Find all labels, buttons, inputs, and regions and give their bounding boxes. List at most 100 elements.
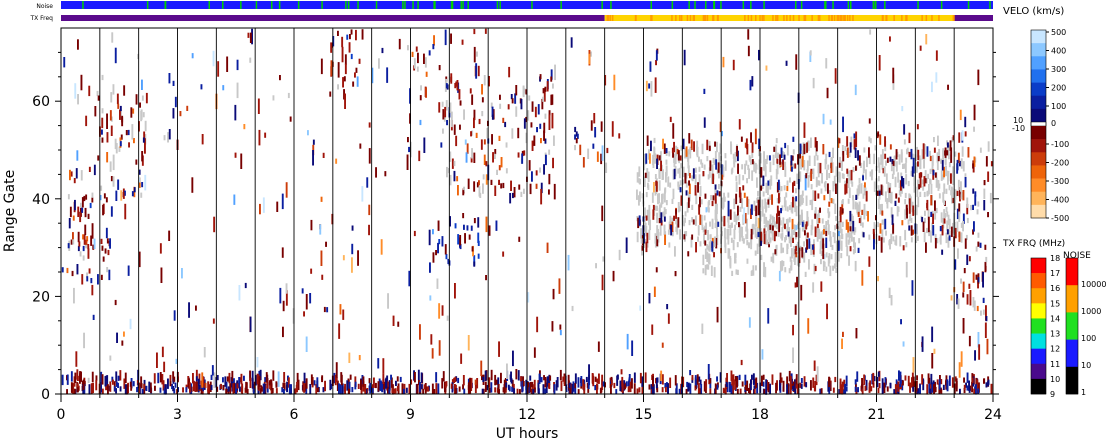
scatter-cell	[765, 206, 768, 212]
scatter-cell	[746, 218, 748, 230]
scatter-cell	[687, 251, 690, 257]
scatter-cell	[136, 380, 139, 386]
scatter-cell	[664, 383, 667, 389]
scatter-cell	[648, 149, 650, 160]
scatter-cell	[947, 146, 950, 157]
scatter-cell	[783, 185, 786, 191]
scatter-cell	[428, 50, 431, 56]
scatter-cell	[751, 76, 754, 87]
scatter-cell	[761, 349, 764, 360]
scatter-cell	[441, 378, 444, 389]
scatter-cell	[761, 206, 764, 217]
scatter-cell	[985, 305, 987, 321]
scatter-cell	[159, 243, 162, 254]
scatter-cell	[842, 173, 845, 179]
scatter-cell	[671, 221, 674, 232]
scatter-cell	[715, 238, 718, 249]
scatter-cell	[832, 387, 835, 393]
scatter-cell	[923, 176, 926, 187]
scatter-cell	[776, 213, 778, 224]
scatter-cell	[873, 232, 875, 243]
scatter-cell	[974, 350, 976, 361]
scatter-cell	[888, 191, 890, 203]
scatter-cell	[863, 185, 866, 196]
scatter-cell	[757, 217, 760, 229]
scatter-cell	[222, 377, 224, 383]
scatter-cell	[383, 389, 386, 395]
scatter-cell	[142, 137, 145, 143]
scatter-cell	[523, 188, 525, 194]
scatter-cell	[368, 224, 370, 236]
scatter-cell	[592, 143, 595, 149]
scatter-cell	[942, 218, 945, 229]
scatter-cell	[232, 383, 235, 394]
scatter-cell	[661, 342, 664, 348]
txfreq-label: 15	[1050, 299, 1060, 308]
scatter-cell	[902, 245, 905, 251]
scatter-cell	[838, 138, 841, 144]
scatter-cell	[119, 109, 121, 120]
scatter-cell	[161, 346, 164, 358]
scatter-cell	[91, 284, 94, 296]
scatter-cell	[940, 158, 942, 164]
scatter-cell	[977, 241, 980, 247]
txfreq-colorbar-frame	[1030, 257, 1047, 395]
scatter-cell	[686, 202, 689, 213]
scatter-cell	[476, 378, 479, 389]
scatter-cell	[947, 170, 950, 182]
scatter-cell	[763, 262, 765, 273]
noise-spike	[847, 1, 850, 9]
scatter-cell	[574, 145, 576, 151]
scatter-cell	[769, 155, 771, 161]
scatter-cell	[930, 195, 933, 206]
scatter-cell	[780, 186, 783, 192]
scatter-cell	[729, 225, 732, 236]
scatter-cell	[478, 118, 481, 125]
txfreq-label: 17	[1050, 269, 1060, 278]
scatter-cell	[688, 183, 691, 194]
scatter-cell	[806, 142, 808, 153]
scatter-cell	[763, 389, 766, 395]
scatter-cell	[546, 81, 549, 92]
scatter-cell	[807, 182, 810, 188]
scatter-cell	[796, 383, 799, 394]
scatter-cell	[811, 219, 814, 230]
scatter-cell	[675, 383, 678, 394]
scatter-cell	[465, 152, 468, 163]
scatter-cell	[319, 224, 322, 235]
txfreq-fleck	[692, 15, 695, 21]
scatter-cell	[854, 379, 857, 385]
scatter-cell	[768, 242, 770, 248]
scatter-cell	[661, 374, 664, 385]
scatter-cell	[739, 193, 742, 199]
scatter-cell	[697, 182, 699, 193]
scatter-cell	[350, 53, 353, 60]
txfreq-fleck	[704, 15, 707, 21]
scatter-cell	[854, 201, 857, 207]
scatter-cell	[819, 248, 822, 254]
scatter-cell	[91, 192, 94, 198]
scatter-cell	[96, 90, 99, 97]
scatter-cell	[512, 350, 514, 367]
scatter-cell	[662, 211, 665, 217]
scatter-cell	[779, 380, 781, 391]
scatter-cell	[752, 373, 755, 384]
scatter-cell	[916, 375, 918, 381]
scatter-cell	[548, 114, 551, 130]
scatter-cell	[962, 161, 965, 172]
scatter-cell	[915, 232, 918, 243]
scatter-cell	[915, 204, 918, 216]
noise-label: 10000	[1081, 280, 1106, 289]
scatter-cell	[772, 225, 774, 231]
scatter-cell	[655, 181, 658, 192]
scatter-cell	[874, 145, 877, 151]
scatter-cell	[497, 384, 500, 395]
scatter-cell	[844, 184, 847, 195]
scatter-cell	[737, 205, 739, 216]
scatter-cell	[862, 175, 864, 181]
scatter-cell	[873, 376, 876, 382]
scatter-cell	[803, 122, 806, 138]
scatter-cell	[743, 192, 746, 198]
scatter-cell	[100, 238, 103, 244]
scatter-cell	[658, 193, 660, 204]
